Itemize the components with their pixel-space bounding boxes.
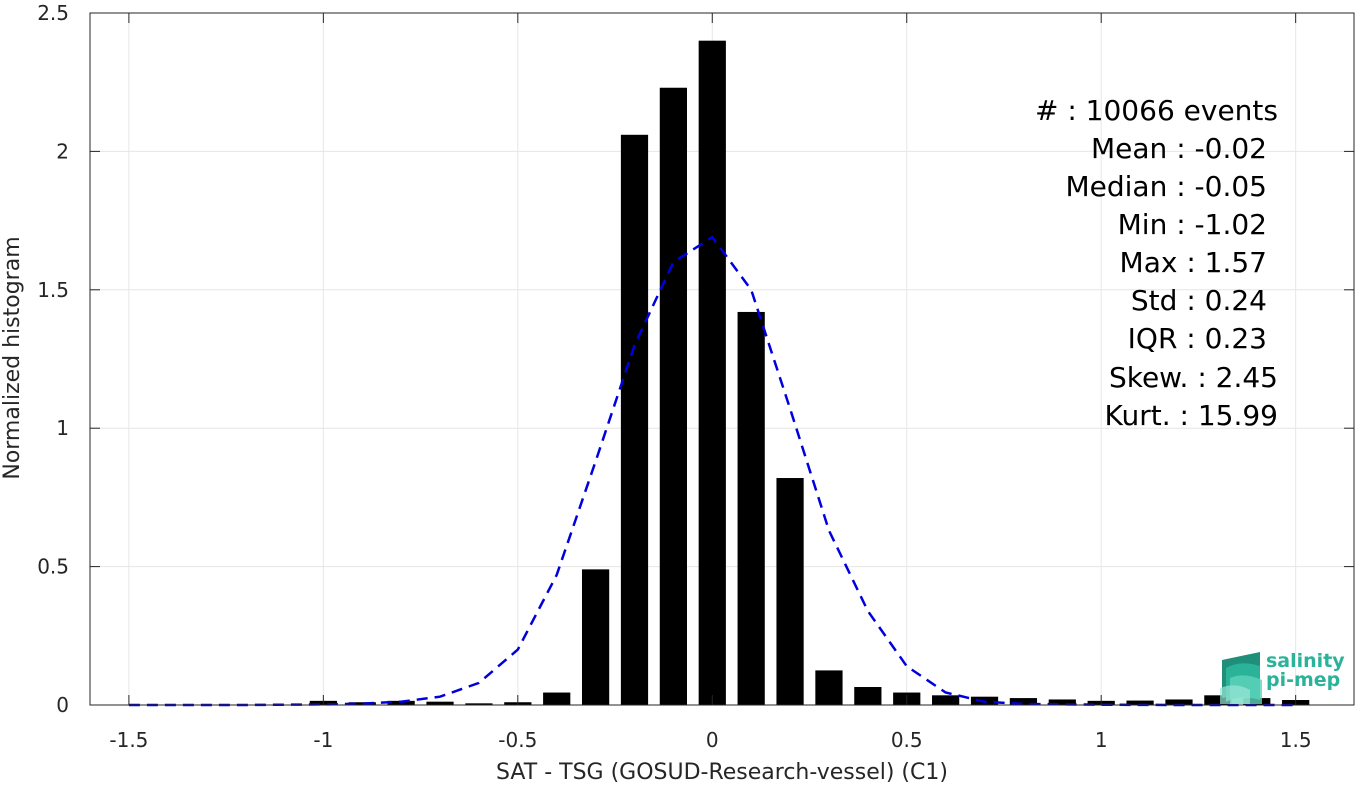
stats-line-iqr: IQR : 0.23 <box>1128 322 1267 355</box>
y-tick-label-4: 2 <box>56 139 69 163</box>
x-tick-label-5: 1 <box>1095 728 1108 752</box>
histogram-bar-16 <box>932 695 960 705</box>
y-tick-label-1: 0.5 <box>37 555 69 579</box>
histogram-bar-4 <box>465 703 493 705</box>
tick-labels: -1.5 -1 -0.5 0 0.5 1 1.5 0 0.5 1 1.5 2 2.5 <box>37 1 1311 752</box>
salinity-pi-mep-logo: salinity pi-mep <box>1220 650 1345 704</box>
histogram-bar-21 <box>1126 700 1154 705</box>
y-tick-label-5: 2.5 <box>37 1 69 25</box>
stats-line-skew: Skew. : 2.45 <box>1109 361 1278 394</box>
histogram-bar-23 <box>1204 695 1232 705</box>
stats-box: # : 10066 events Mean : -0.02 Median : -… <box>1035 94 1278 432</box>
stats-line-std: Std : 0.24 <box>1131 284 1267 317</box>
x-tick-label-3: 0 <box>706 728 719 752</box>
histogram-bar-18 <box>1009 698 1038 705</box>
histogram-bar-11 <box>737 311 765 705</box>
stats-line-min: Min : -1.02 <box>1118 208 1267 241</box>
histogram-bar-9 <box>659 87 687 705</box>
stats-line-mean: Mean : -0.02 <box>1091 132 1267 165</box>
x-tick-label-0: -1.5 <box>109 728 148 752</box>
axes <box>89 12 1355 706</box>
y-axis-title: Normalized histogram <box>0 236 25 479</box>
plot-frame <box>89 12 1355 706</box>
y-tick-label-0: 0 <box>56 693 69 717</box>
x-tick-label-4: 0.5 <box>891 728 923 752</box>
logo-line-2: pi-mep <box>1266 669 1340 691</box>
stats-line-kurt: Kurt. : 15.99 <box>1105 399 1279 432</box>
stats-line-max: Max : 1.57 <box>1120 246 1267 279</box>
histogram-bar-12 <box>776 478 804 705</box>
histogram-bar-6 <box>543 692 571 705</box>
histogram-bar-3 <box>426 701 454 705</box>
x-tick-label-6: 1.5 <box>1280 728 1312 752</box>
stats-line-count: # : 10066 events <box>1035 94 1278 127</box>
y-tick-label-2: 1 <box>56 416 69 440</box>
x-tick-label-1: -1 <box>313 728 333 752</box>
wave-logo-icon <box>1220 652 1262 704</box>
histogram-bar-22 <box>1165 699 1193 705</box>
x-axis-title: SAT - TSG (GOSUD-Research-vessel) (C1) <box>496 760 948 785</box>
logo-line-1: salinity <box>1266 650 1345 672</box>
histogram-bars <box>309 40 1310 706</box>
histogram-bar-13 <box>815 670 843 705</box>
histogram-bar-1 <box>348 702 376 705</box>
y-tick-label-3: 1.5 <box>37 278 69 302</box>
x-tick-label-2: -0.5 <box>498 728 537 752</box>
histogram-bar-14 <box>854 687 882 705</box>
histogram-bar-7 <box>581 569 610 705</box>
histogram-bar-8 <box>620 134 649 706</box>
stats-line-median: Median : -0.05 <box>1065 170 1267 203</box>
histogram-bar-10 <box>698 40 726 706</box>
histogram-bar-19 <box>1048 699 1076 705</box>
